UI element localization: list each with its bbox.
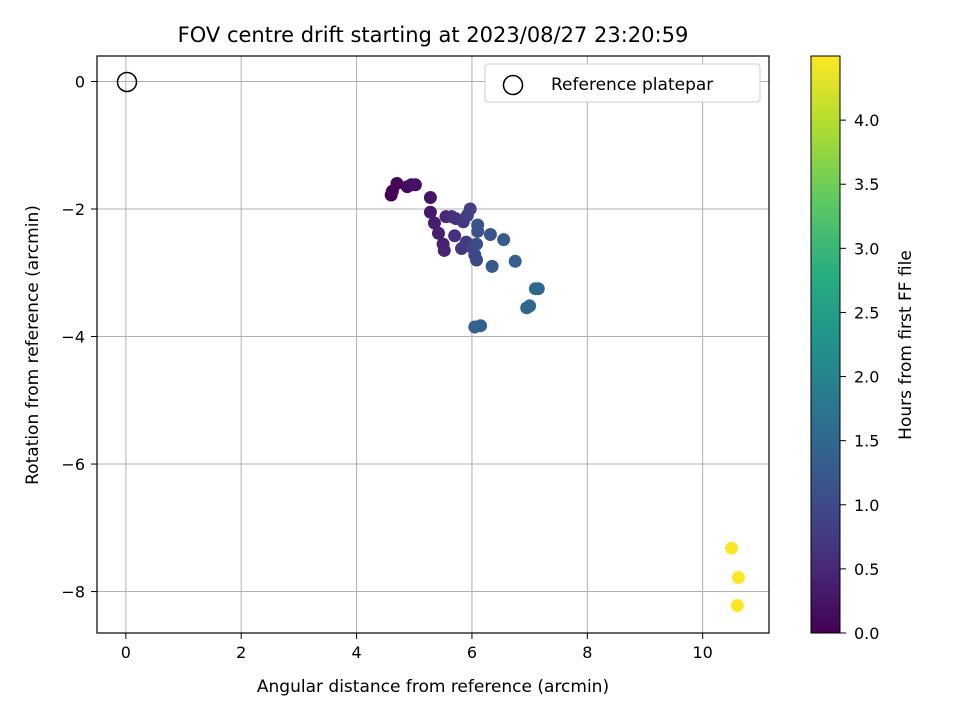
reference-point (116, 71, 138, 93)
y-axis-ticks: 0 −2 −4 −6 −8 (61, 73, 97, 602)
legend-entry-reference-platepar: Reference platepar (551, 75, 713, 95)
y-tick-label: −2 (61, 200, 85, 219)
data-point (474, 319, 488, 333)
y-axis-label: Rotation from reference (arcmin) (23, 205, 43, 485)
x-tick-label: 0 (121, 643, 131, 662)
data-point (730, 599, 744, 613)
colorbar-ticks: 0.0 0.5 1.0 1.5 2.0 2.5 3.0 3.5 4.0 (840, 111, 879, 643)
data-point (390, 177, 404, 191)
x-tick-label: 2 (236, 643, 246, 662)
colorbar-tick-label: 2.0 (854, 368, 879, 387)
x-axis-ticks: 0 2 4 6 8 10 (121, 633, 713, 662)
x-tick-label: 10 (692, 643, 712, 662)
y-tick-label: −8 (61, 583, 85, 602)
data-point (431, 226, 445, 240)
x-tick-label: 4 (351, 643, 361, 662)
colorbar-tick-label: 3.0 (854, 239, 879, 258)
legend: Reference platepar (484, 63, 761, 103)
colorbar-tick-label: 2.5 (854, 303, 879, 322)
data-point (508, 254, 522, 268)
colorbar-tick-label: 4.0 (854, 111, 879, 130)
x-tick-label: 8 (582, 643, 592, 662)
legend-marker (502, 74, 524, 96)
y-tick-label: −6 (61, 455, 85, 474)
data-point (427, 216, 441, 230)
data-point (408, 178, 422, 192)
data-point (423, 205, 437, 219)
colorbar: 0.0 0.5 1.0 1.5 2.0 2.5 3.0 3.5 4.0 Hours from f… (810, 55, 916, 643)
x-tick-label: 6 (467, 643, 477, 662)
legend-box (484, 63, 761, 103)
data-point (463, 202, 477, 216)
colorbar-tick-label: 0.5 (854, 560, 879, 579)
plot-frame (96, 55, 770, 634)
colorbar-label: Hours from first FF file (896, 250, 916, 440)
data-point (470, 253, 484, 267)
data-point (470, 237, 484, 251)
grid-lines (97, 56, 769, 633)
colorbar-tick-label: 0.0 (854, 624, 879, 643)
data-point (725, 541, 739, 555)
chart-title: FOV centre drift starting at 2023/08/27 … (178, 23, 689, 47)
colorbar-tick-label: 1.5 (854, 432, 879, 451)
data-point (483, 228, 497, 242)
colorbar-tick-label: 1.0 (854, 496, 879, 515)
data-point (485, 259, 499, 273)
data-point (437, 243, 451, 257)
data-point (731, 571, 745, 585)
data-point (531, 282, 545, 296)
data-point (523, 299, 537, 313)
data-point (448, 229, 462, 243)
colorbar-gradient (810, 55, 841, 634)
y-tick-label: −4 (61, 328, 85, 347)
data-point (423, 191, 437, 205)
y-tick-label: 0 (75, 73, 85, 92)
x-axis-label: Angular distance from reference (arcmin) (257, 677, 609, 697)
data-points (384, 177, 745, 613)
colorbar-tick-label: 3.5 (854, 175, 879, 194)
data-point (497, 233, 511, 247)
data-point (471, 218, 485, 232)
